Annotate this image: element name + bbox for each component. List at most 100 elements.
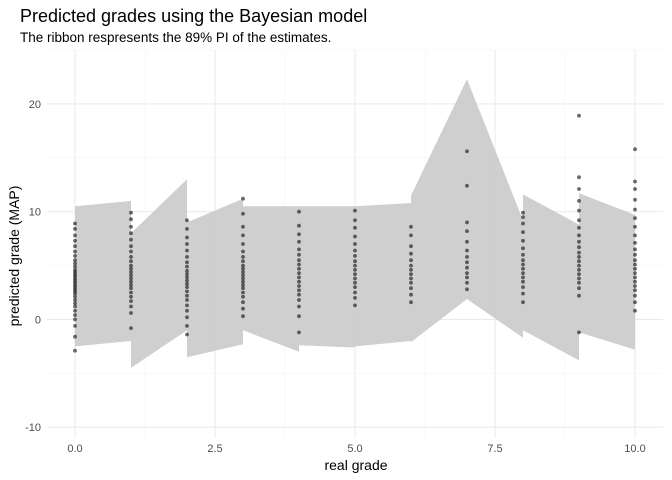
data-point (297, 292, 301, 297)
data-point (241, 242, 245, 246)
data-point (241, 273, 245, 278)
data-point (241, 259, 245, 264)
data-point (353, 280, 357, 285)
data-point (129, 237, 133, 242)
data-point (521, 252, 525, 257)
data-point (353, 276, 357, 281)
data-point (185, 278, 189, 283)
data-point (633, 308, 637, 313)
x-tick-label: 0.0 (67, 443, 82, 455)
data-point (353, 208, 357, 213)
data-point (73, 348, 77, 353)
data-point (297, 262, 301, 267)
data-point (241, 283, 245, 287)
data-point (185, 315, 189, 320)
data-point (577, 330, 581, 335)
data-point (577, 175, 581, 180)
data-point (633, 197, 637, 202)
data-point (633, 271, 637, 275)
ribbon-89pi (75, 79, 635, 368)
data-point (73, 317, 77, 322)
data-point (465, 287, 469, 292)
data-point (521, 275, 525, 280)
data-point (577, 259, 581, 264)
ribbon-layer (75, 79, 635, 368)
data-point (129, 231, 133, 236)
data-point (633, 258, 637, 263)
data-point (353, 263, 357, 268)
data-point (353, 268, 357, 272)
data-point (297, 314, 301, 319)
data-point (297, 223, 301, 228)
x-axis-label: real grade (324, 457, 387, 473)
data-point (185, 248, 189, 253)
data-point (633, 241, 637, 245)
data-point (129, 210, 133, 215)
chart-title: Predicted grades using the Bayesian mode… (20, 6, 367, 26)
data-point (633, 216, 637, 221)
data-point (297, 304, 301, 309)
data-point (185, 324, 189, 328)
data-point (409, 272, 413, 277)
data-point (73, 334, 77, 339)
data-point (185, 293, 189, 298)
data-point (241, 224, 245, 229)
data-point (129, 255, 133, 259)
data-point (241, 266, 245, 271)
data-point (465, 183, 469, 188)
data-point (409, 263, 413, 268)
data-point (129, 276, 133, 281)
data-point (465, 248, 469, 253)
data-point (577, 280, 581, 285)
data-point (633, 147, 637, 152)
y-axis-label: predicted grade (MAP) (6, 186, 22, 327)
data-point (577, 225, 581, 230)
data-point (409, 233, 413, 238)
data-point (297, 252, 301, 257)
points-layer (73, 113, 637, 353)
data-point (409, 292, 413, 297)
data-point (297, 232, 301, 237)
data-point (577, 113, 581, 118)
data-point (241, 276, 245, 281)
data-point (521, 300, 525, 305)
data-point (129, 283, 133, 287)
data-point (241, 314, 245, 319)
data-point (577, 199, 581, 203)
data-point (521, 221, 525, 226)
data-point (73, 261, 77, 266)
data-point (185, 282, 189, 286)
data-point (241, 279, 245, 284)
data-point (353, 234, 357, 239)
data-point (129, 244, 133, 249)
data-point (297, 266, 301, 271)
data-point (633, 300, 637, 305)
data-point (465, 255, 469, 259)
data-point (409, 280, 413, 285)
data-point (521, 262, 525, 267)
data-point (521, 285, 525, 289)
data-point (129, 311, 133, 315)
data-point (465, 280, 469, 285)
data-point (297, 284, 301, 288)
data-point (73, 264, 77, 269)
data-point (633, 233, 637, 238)
data-point (73, 249, 77, 254)
data-point (129, 249, 133, 254)
data-point (297, 258, 301, 263)
data-point (185, 235, 189, 240)
data-point (129, 266, 133, 271)
data-point (185, 269, 189, 273)
data-point (577, 245, 581, 250)
data-point (577, 263, 581, 268)
data-point (297, 330, 301, 335)
data-point (185, 272, 189, 277)
y-tick-label: 0 (35, 314, 41, 326)
data-point (577, 293, 581, 298)
data-point (297, 275, 301, 280)
y-axis-ticks: -10 0 10 20 (25, 99, 41, 434)
data-point (577, 255, 581, 259)
data-point (185, 227, 189, 231)
data-point (465, 239, 469, 244)
